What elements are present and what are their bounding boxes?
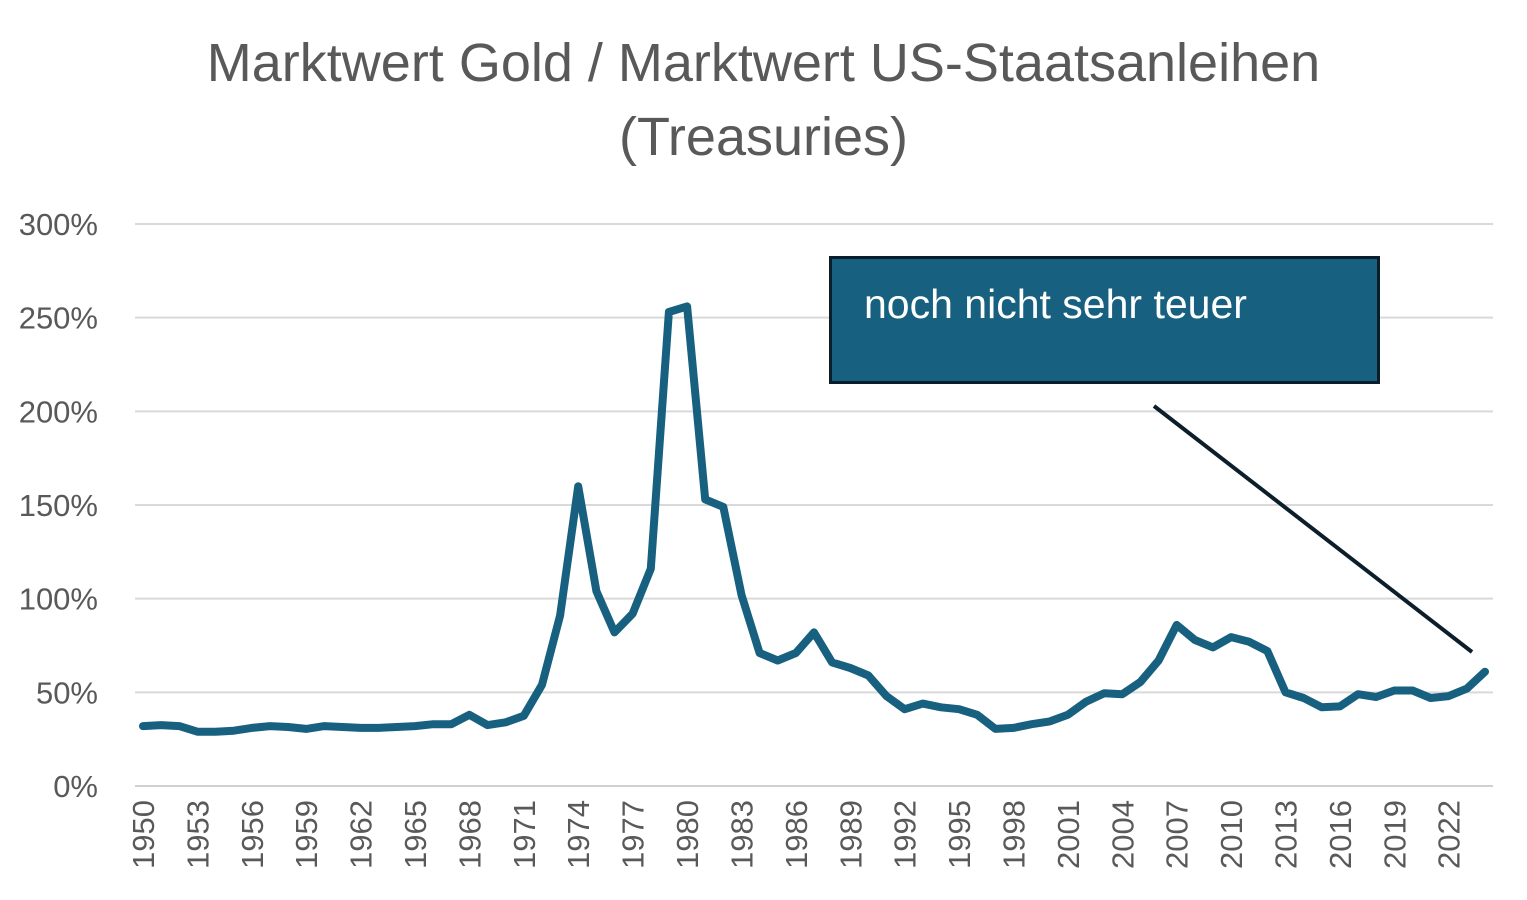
x-tick-label: 2001: [1051, 800, 1086, 869]
x-tick-label: 1989: [833, 800, 868, 869]
annotation-box: noch nicht sehr teuer: [829, 256, 1380, 384]
x-tick-label: 2010: [1214, 800, 1249, 869]
y-tick-label: 100%: [19, 582, 98, 617]
x-axis-ticks: 1950 1953 1956 1959 1962 1965 1968 1971 1974 1977…: [126, 800, 1467, 869]
series-line: [139, 302, 1489, 736]
x-tick-label: 1977: [616, 800, 651, 869]
y-tick-label: 150%: [19, 488, 98, 523]
x-tick-label: 1992: [888, 800, 923, 869]
y-tick-label: 250%: [19, 301, 98, 336]
chart-title-line-1: Marktwert Gold / Marktwert US-Staatsanle…: [206, 33, 1321, 93]
x-tick-label: 1998: [996, 800, 1031, 869]
y-axis-ticks: 0% 50% 100% 150% 200% 250% 300%: [19, 207, 98, 804]
x-tick-label: 2013: [1269, 800, 1304, 869]
x-tick-label: 1968: [452, 800, 487, 869]
y-tick-label: 300%: [19, 207, 98, 242]
x-tick-label: 1974: [561, 800, 596, 869]
x-tick-label: 1971: [507, 800, 542, 869]
x-tick-label: 1980: [670, 800, 705, 869]
x-tick-label: 1956: [235, 800, 270, 869]
x-tick-label: 1950: [126, 800, 161, 869]
y-tick-label: 50%: [36, 675, 98, 710]
x-tick-label: 1986: [779, 800, 814, 869]
y-tick-label: 200%: [19, 394, 98, 429]
x-tick-label: 1959: [289, 800, 324, 869]
x-tick-label: 2004: [1105, 800, 1140, 869]
x-tick-label: 1965: [398, 800, 433, 869]
x-tick-label: 2022: [1432, 800, 1467, 869]
chart-title-line-2: (Treasuries): [618, 107, 909, 167]
annotation-text: noch nicht sehr teuer: [864, 281, 1247, 327]
x-tick-label: 1983: [724, 800, 759, 869]
x-tick-label: 2019: [1377, 800, 1412, 869]
x-tick-label: 1962: [344, 800, 379, 869]
y-tick-label: 0%: [53, 769, 98, 804]
chart-title: Marktwert Gold / Marktwert US-Staatsanle…: [0, 26, 1527, 174]
x-tick-label: 1995: [942, 800, 977, 869]
x-tick-label: 2007: [1160, 800, 1195, 869]
annotation-arrow: [1152, 404, 1474, 654]
x-tick-label: 2016: [1323, 800, 1358, 869]
x-tick-label: 1953: [180, 800, 215, 869]
